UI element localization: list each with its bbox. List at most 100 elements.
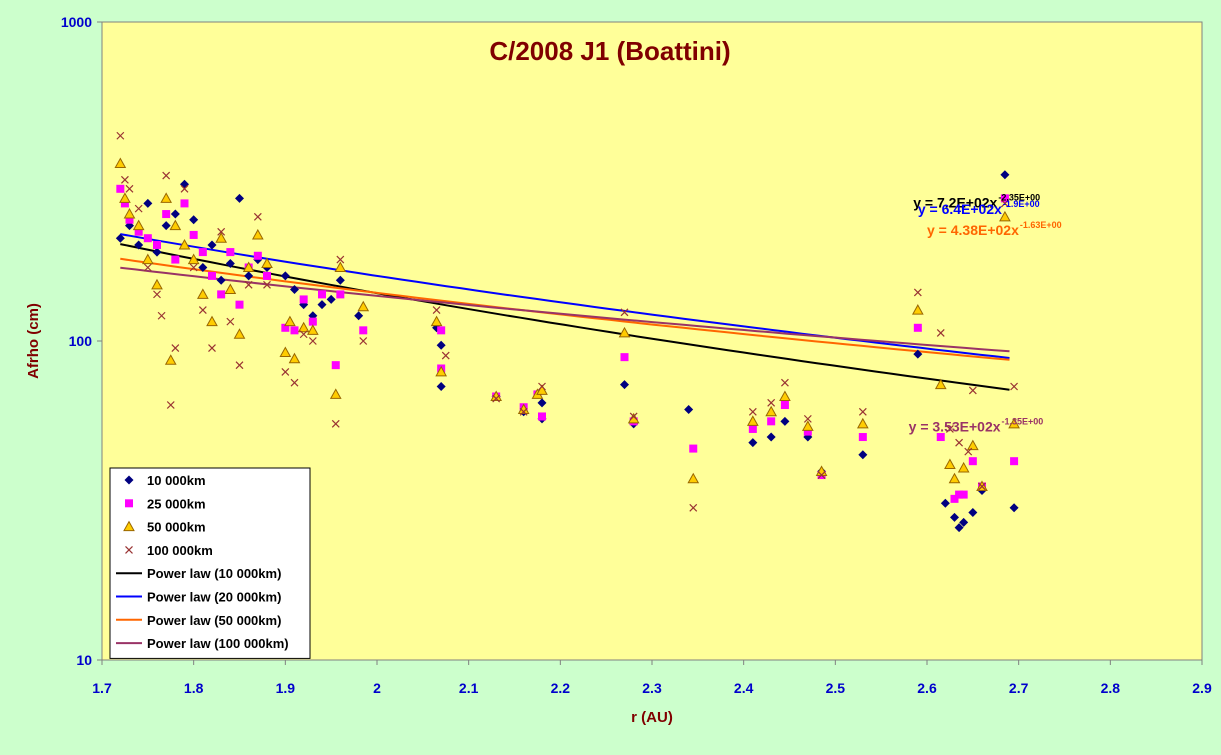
legend-label: Power law (100 000km): [147, 636, 289, 651]
y-tick-label: 1000: [61, 14, 92, 30]
data-point: [964, 447, 973, 456]
data-point: [336, 255, 345, 264]
data-point: [335, 275, 345, 285]
legend-box: [109, 467, 311, 659]
data-point: [153, 290, 161, 299]
data-point: [966, 439, 979, 451]
data-point: [299, 330, 308, 339]
data-point: [1010, 382, 1019, 391]
x-tick-label: 2: [373, 680, 381, 696]
data-point: [948, 472, 961, 484]
data-point: [435, 365, 448, 377]
legend-label: 25 000km: [147, 496, 206, 511]
data-point: [116, 184, 125, 193]
x-tick-label: 2.8: [1101, 680, 1121, 696]
data-point: [767, 417, 776, 426]
data-point: [437, 326, 446, 335]
data-point: [261, 257, 273, 268]
data-point: [187, 253, 200, 265]
legend-marker-swatch: [124, 475, 134, 485]
legend-label: 50 000km: [147, 520, 206, 535]
data-point: [317, 300, 327, 310]
data-point: [143, 198, 153, 208]
data-point: [911, 304, 924, 315]
data-point: [940, 498, 950, 508]
data-point: [171, 344, 180, 353]
data-point: [959, 490, 968, 499]
fit-exponent: -1.9E+00: [1003, 199, 1040, 209]
data-point: [780, 401, 789, 410]
data-point: [334, 261, 347, 272]
data-point: [957, 461, 970, 473]
data-point: [748, 407, 757, 416]
data-point: [225, 258, 235, 268]
data-point: [779, 390, 791, 401]
data-point: [944, 458, 956, 470]
data-point: [208, 344, 216, 353]
data-point: [936, 433, 945, 442]
data-point: [116, 131, 125, 140]
data-point: [233, 328, 246, 339]
x-tick-label: 1.8: [184, 680, 204, 696]
data-point: [357, 300, 370, 312]
fit-line: [120, 266, 1010, 353]
data-point: [858, 433, 867, 442]
data-point: [620, 308, 629, 317]
legend-marker-swatch: [125, 499, 133, 508]
data-point: [143, 263, 152, 272]
data-point: [281, 367, 290, 376]
data-point: [170, 209, 180, 219]
data-point: [955, 490, 964, 499]
data-point: [955, 438, 964, 447]
data-point: [132, 219, 145, 231]
y-tick-label: 100: [69, 333, 93, 349]
legend-label: Power law (50 000km): [147, 613, 281, 628]
data-point: [359, 326, 368, 335]
chart-legend: 10 000km 25 000km 50 000km 100 000km Power l…: [109, 467, 311, 659]
fit-equation: y = 3.53E+02x: [909, 419, 1001, 435]
data-point: [207, 240, 217, 250]
data-point: [244, 271, 254, 281]
x-tick-label: 2.1: [459, 680, 479, 696]
data-point: [959, 517, 969, 527]
data-point: [331, 419, 340, 428]
data-point: [308, 337, 317, 345]
data-point: [224, 283, 237, 295]
fit-equation-labels: y = 7.2E+02x -2.35E+00y = 6.4E+02x -1.9E+0…: [909, 193, 1062, 435]
data-point: [141, 253, 154, 265]
data-point: [153, 240, 161, 249]
data-point: [954, 523, 964, 533]
data-point: [913, 323, 922, 332]
data-point: [134, 240, 144, 250]
data-point: [288, 352, 301, 364]
legend-label: 100 000km: [147, 543, 213, 558]
data-point: [436, 340, 446, 350]
data-point: [290, 378, 299, 387]
data-point: [629, 412, 638, 421]
x-tick-label: 2.4: [734, 680, 754, 696]
data-point: [198, 262, 208, 272]
data-point: [687, 472, 700, 484]
data-point: [157, 311, 166, 320]
data-point: [538, 412, 546, 421]
data-point: [950, 512, 959, 522]
fit-equation: y = 6.4E+02x: [918, 201, 1002, 217]
data-point: [217, 227, 226, 236]
x-tick-label: 2.5: [826, 680, 846, 696]
data-point: [817, 471, 826, 479]
y-tick-label: 10: [76, 652, 92, 668]
data-point: [326, 294, 336, 304]
data-point: [336, 290, 345, 299]
data-point: [253, 212, 262, 221]
data-point: [164, 354, 177, 365]
data-point: [858, 450, 868, 460]
data-point: [748, 424, 757, 433]
data-point: [290, 285, 299, 295]
data-point: [748, 438, 758, 448]
data-point: [242, 261, 255, 272]
data-point: [968, 457, 977, 466]
x-tick-label: 1.9: [276, 680, 296, 696]
data-point: [297, 321, 310, 333]
data-point: [1000, 170, 1010, 180]
